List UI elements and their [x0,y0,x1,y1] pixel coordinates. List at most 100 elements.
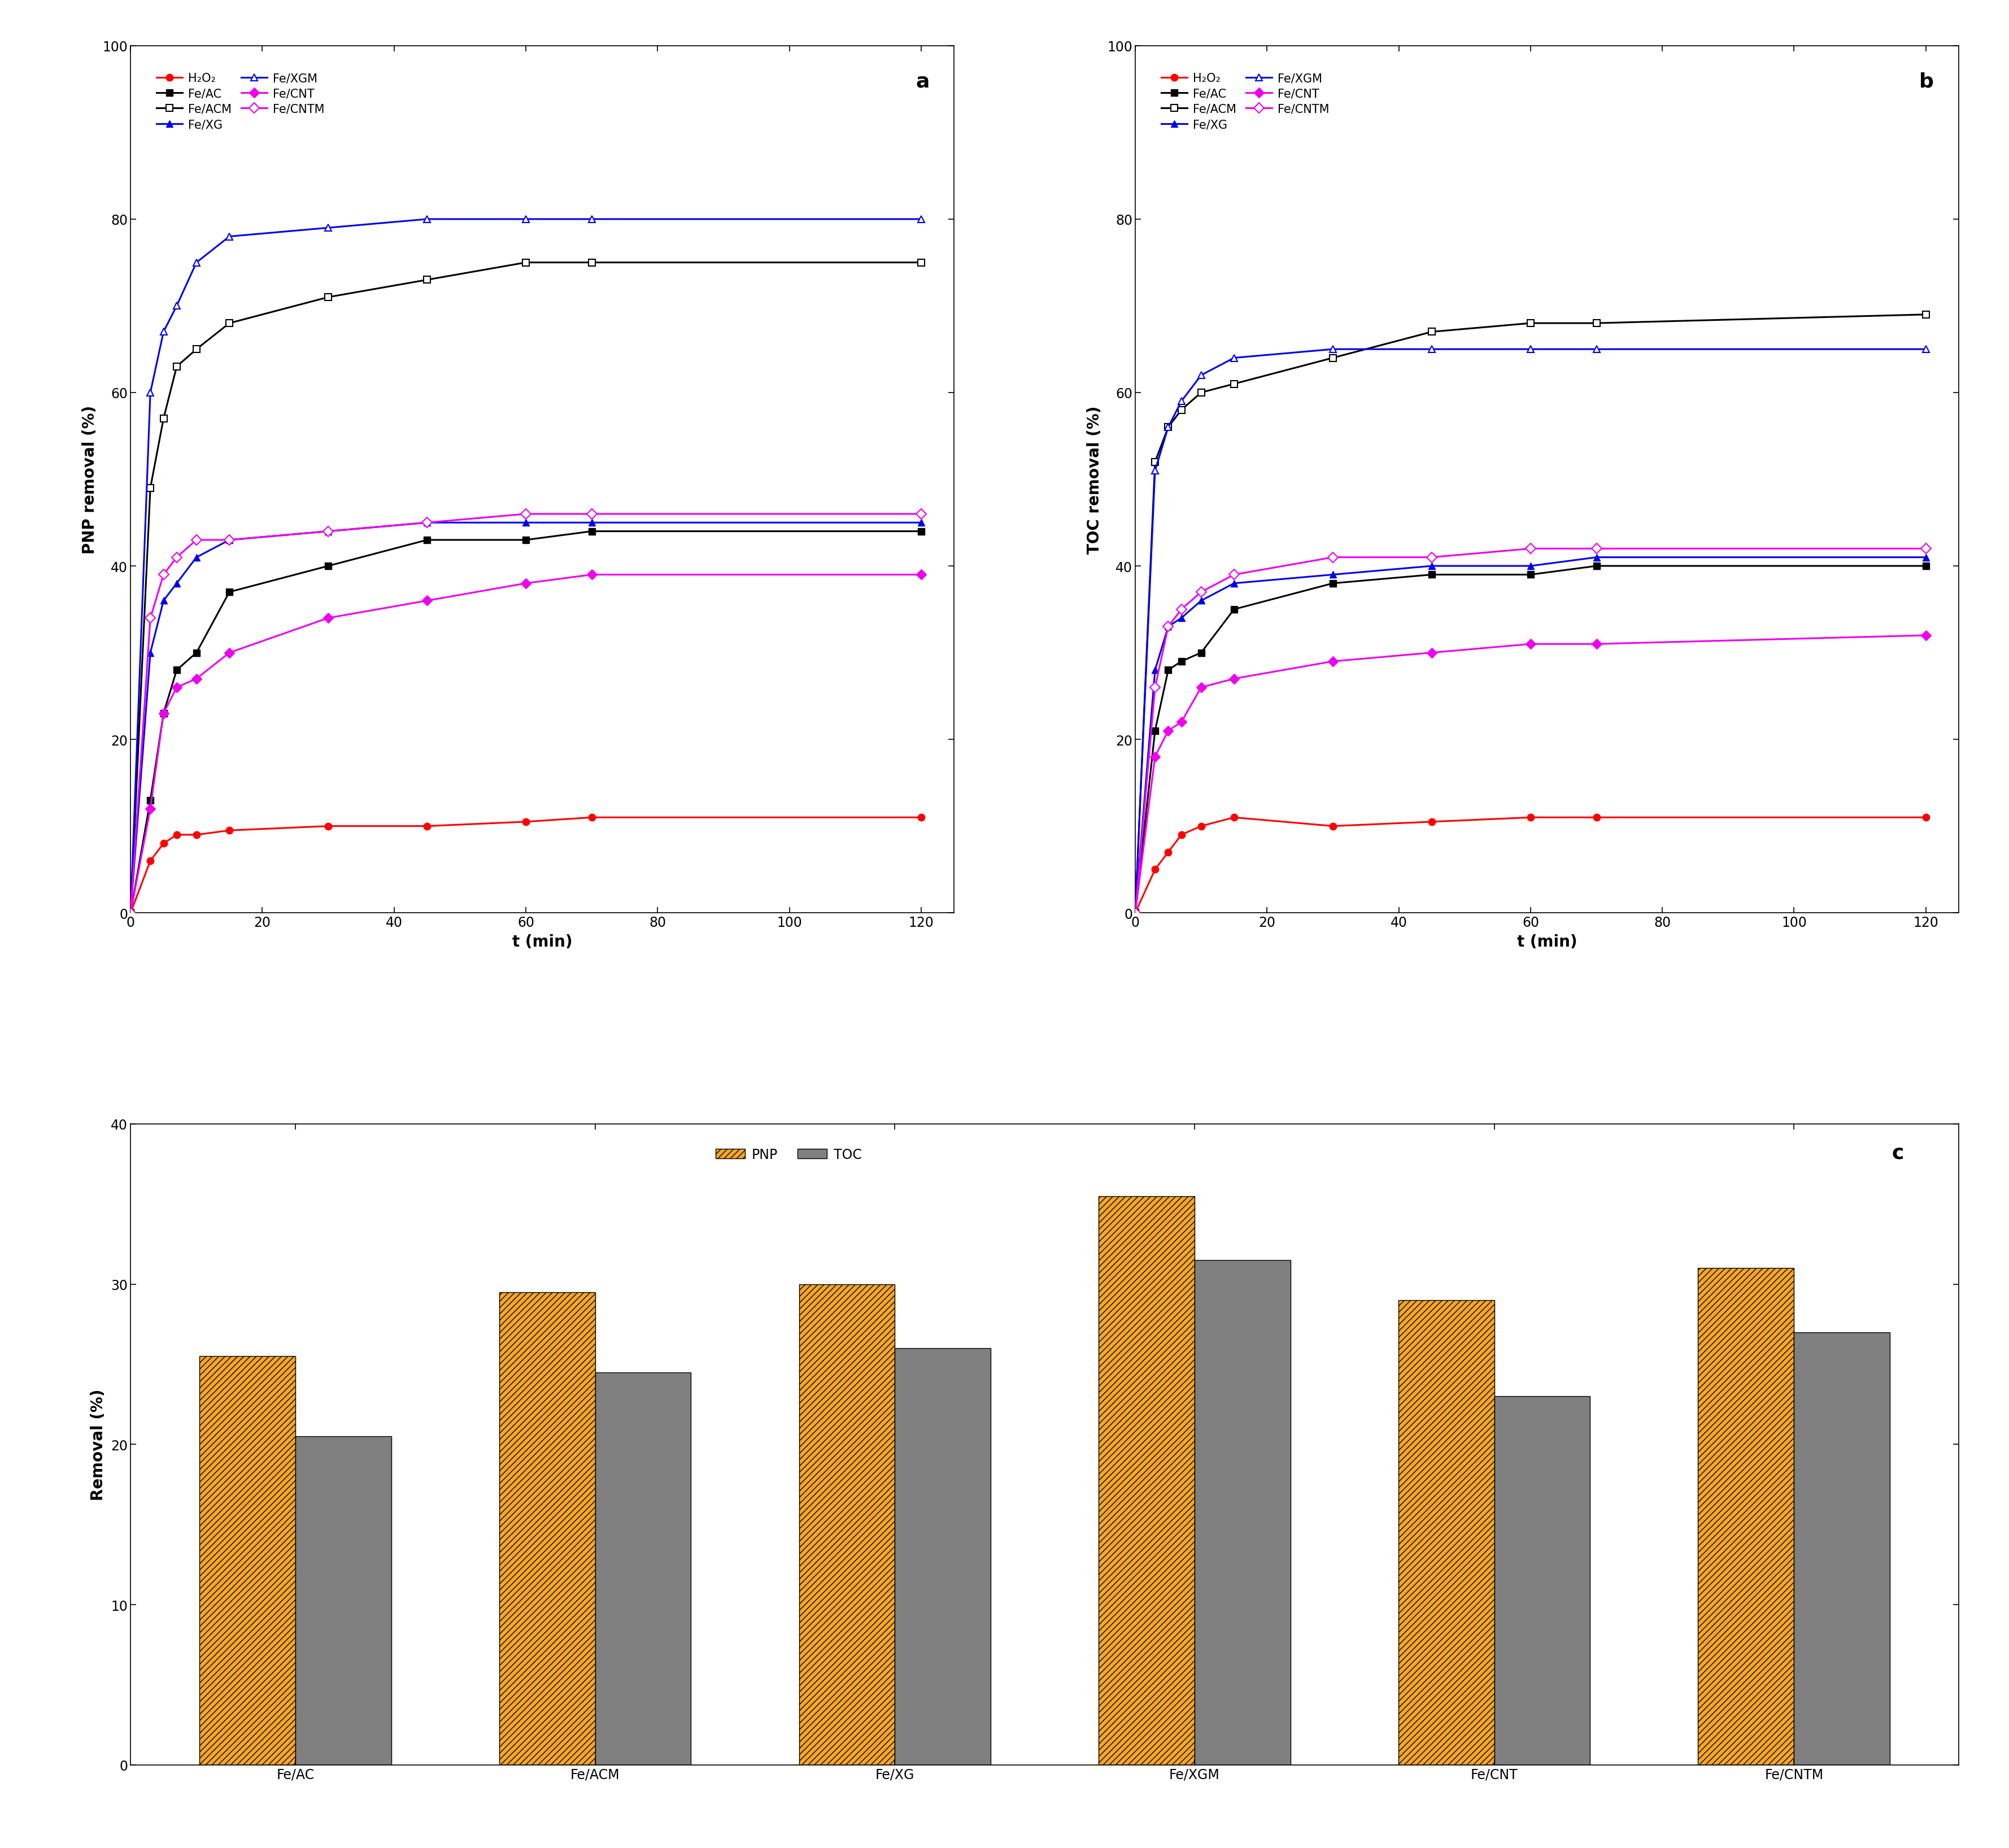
H₂O₂ [165,824,189,846]
Fe/CNTM [581,503,605,525]
Fe/CNTM [139,608,163,630]
Fe/CNT [416,590,440,612]
Fe/CNTM [315,521,340,543]
Fe/CNT [119,902,143,924]
Fe/XG [1221,573,1246,595]
Fe/ACM [119,902,143,924]
Fe/ACM [581,251,605,274]
Y-axis label: TOC removal (%): TOC removal (%) [1087,405,1103,554]
Fe/CNT [185,667,209,689]
Fe/CNT [910,564,934,586]
Fe/CNTM [416,512,440,534]
Line: Fe/AC: Fe/AC [1131,564,1929,917]
Fe/XGM [1189,364,1213,386]
Fe/CNT [1915,625,1939,647]
Line: Fe/CNT: Fe/CNT [127,571,924,917]
Line: Fe/XG: Fe/XG [127,519,924,917]
Fe/AC [139,789,163,811]
Fe/XGM [1519,338,1543,360]
Fe/CNT [1123,902,1147,924]
Fe/CNTM [1169,599,1193,621]
H₂O₂ [1320,815,1344,837]
Bar [1099,1196,1195,1765]
Fe/CNT [315,608,340,630]
Line: H₂O₂: H₂O₂ [1131,815,1929,917]
Fe/AC [1169,650,1193,673]
H₂O₂ [315,815,340,837]
Fe/ACM [185,338,209,360]
Fe/AC [165,660,189,682]
Fe/XG [1155,615,1179,638]
Fe/XGM [1585,338,1609,360]
Fe/XGM [1915,338,1939,360]
Text: b: b [1919,72,1935,91]
Fe/CNTM [1155,615,1179,638]
Fe/XGM [514,209,538,231]
Fe/AC [217,582,241,604]
Fe/AC [1420,564,1444,586]
Fe/ACM [1189,383,1213,405]
Line: Fe/ACM: Fe/ACM [127,259,924,917]
Fe/XGM [1123,902,1147,924]
Fe/ACM [1519,312,1543,334]
H₂O₂ [1143,859,1167,881]
Fe/CNT [1519,634,1543,656]
Line: Fe/CNT: Fe/CNT [1131,632,1929,917]
Fe/CNTM [185,529,209,551]
Fe/XGM [315,218,340,240]
Fe/XG [1320,564,1344,586]
Fe/XGM [1169,390,1193,412]
Fe/CNT [165,676,189,699]
Bar [1398,1301,1495,1765]
Fe/CNTM [514,503,538,525]
H₂O₂ [119,902,143,924]
Text: a: a [916,72,930,91]
Legend: H₂O₂, Fe/AC, Fe/ACM, Fe/XG, Fe/XGM, Fe/CNT, Fe/CNTM: H₂O₂, Fe/AC, Fe/ACM, Fe/XG, Fe/XGM, Fe/C… [153,70,327,135]
Fe/ACM [416,270,440,292]
Fe/XGM [581,209,605,231]
Fe/XGM [1143,460,1167,482]
H₂O₂ [1915,806,1939,828]
Fe/XGM [1221,347,1246,370]
Line: Fe/XGM: Fe/XGM [1131,346,1929,917]
Fe/XG [1915,547,1939,569]
Fe/AC [119,902,143,924]
Line: Fe/XG: Fe/XG [1131,554,1929,917]
Fe/XGM [165,296,189,318]
Fe/CNTM [1519,538,1543,560]
Fe/ACM [1123,902,1147,924]
Fe/AC [1123,902,1147,924]
Fe/CNTM [1585,538,1609,560]
H₂O₂ [1519,806,1543,828]
Bar [1698,1268,1794,1765]
Fe/XG [139,641,163,663]
Bar [295,1436,392,1765]
Fe/XG [1143,660,1167,682]
Line: Fe/XGM: Fe/XGM [127,216,924,917]
Fe/CNTM [910,503,934,525]
Fe/CNT [1169,711,1193,734]
Fe/CNT [1189,676,1213,699]
Fe/XGM [1320,338,1344,360]
Fe/ACM [151,408,175,431]
Fe/CNT [1420,641,1444,663]
Fe/ACM [217,312,241,334]
Fe/CNTM [1123,902,1147,924]
Line: Fe/ACM: Fe/ACM [1131,312,1929,917]
Fe/AC [1585,554,1609,577]
Fe/AC [1915,554,1939,577]
H₂O₂ [185,824,209,846]
Fe/AC [1143,721,1167,743]
Bar [1195,1260,1290,1765]
Fe/ACM [165,357,189,379]
Line: Fe/CNTM: Fe/CNTM [127,510,924,917]
Fe/AC [1189,641,1213,663]
Bar [1495,1397,1591,1765]
Line: H₂O₂: H₂O₂ [127,815,924,917]
Fe/XG [1420,554,1444,577]
H₂O₂ [581,806,605,828]
Fe/CNT [1221,667,1246,689]
Fe/ACM [1420,322,1444,344]
Fe/CNTM [1420,547,1444,569]
Fe/XG [315,521,340,543]
